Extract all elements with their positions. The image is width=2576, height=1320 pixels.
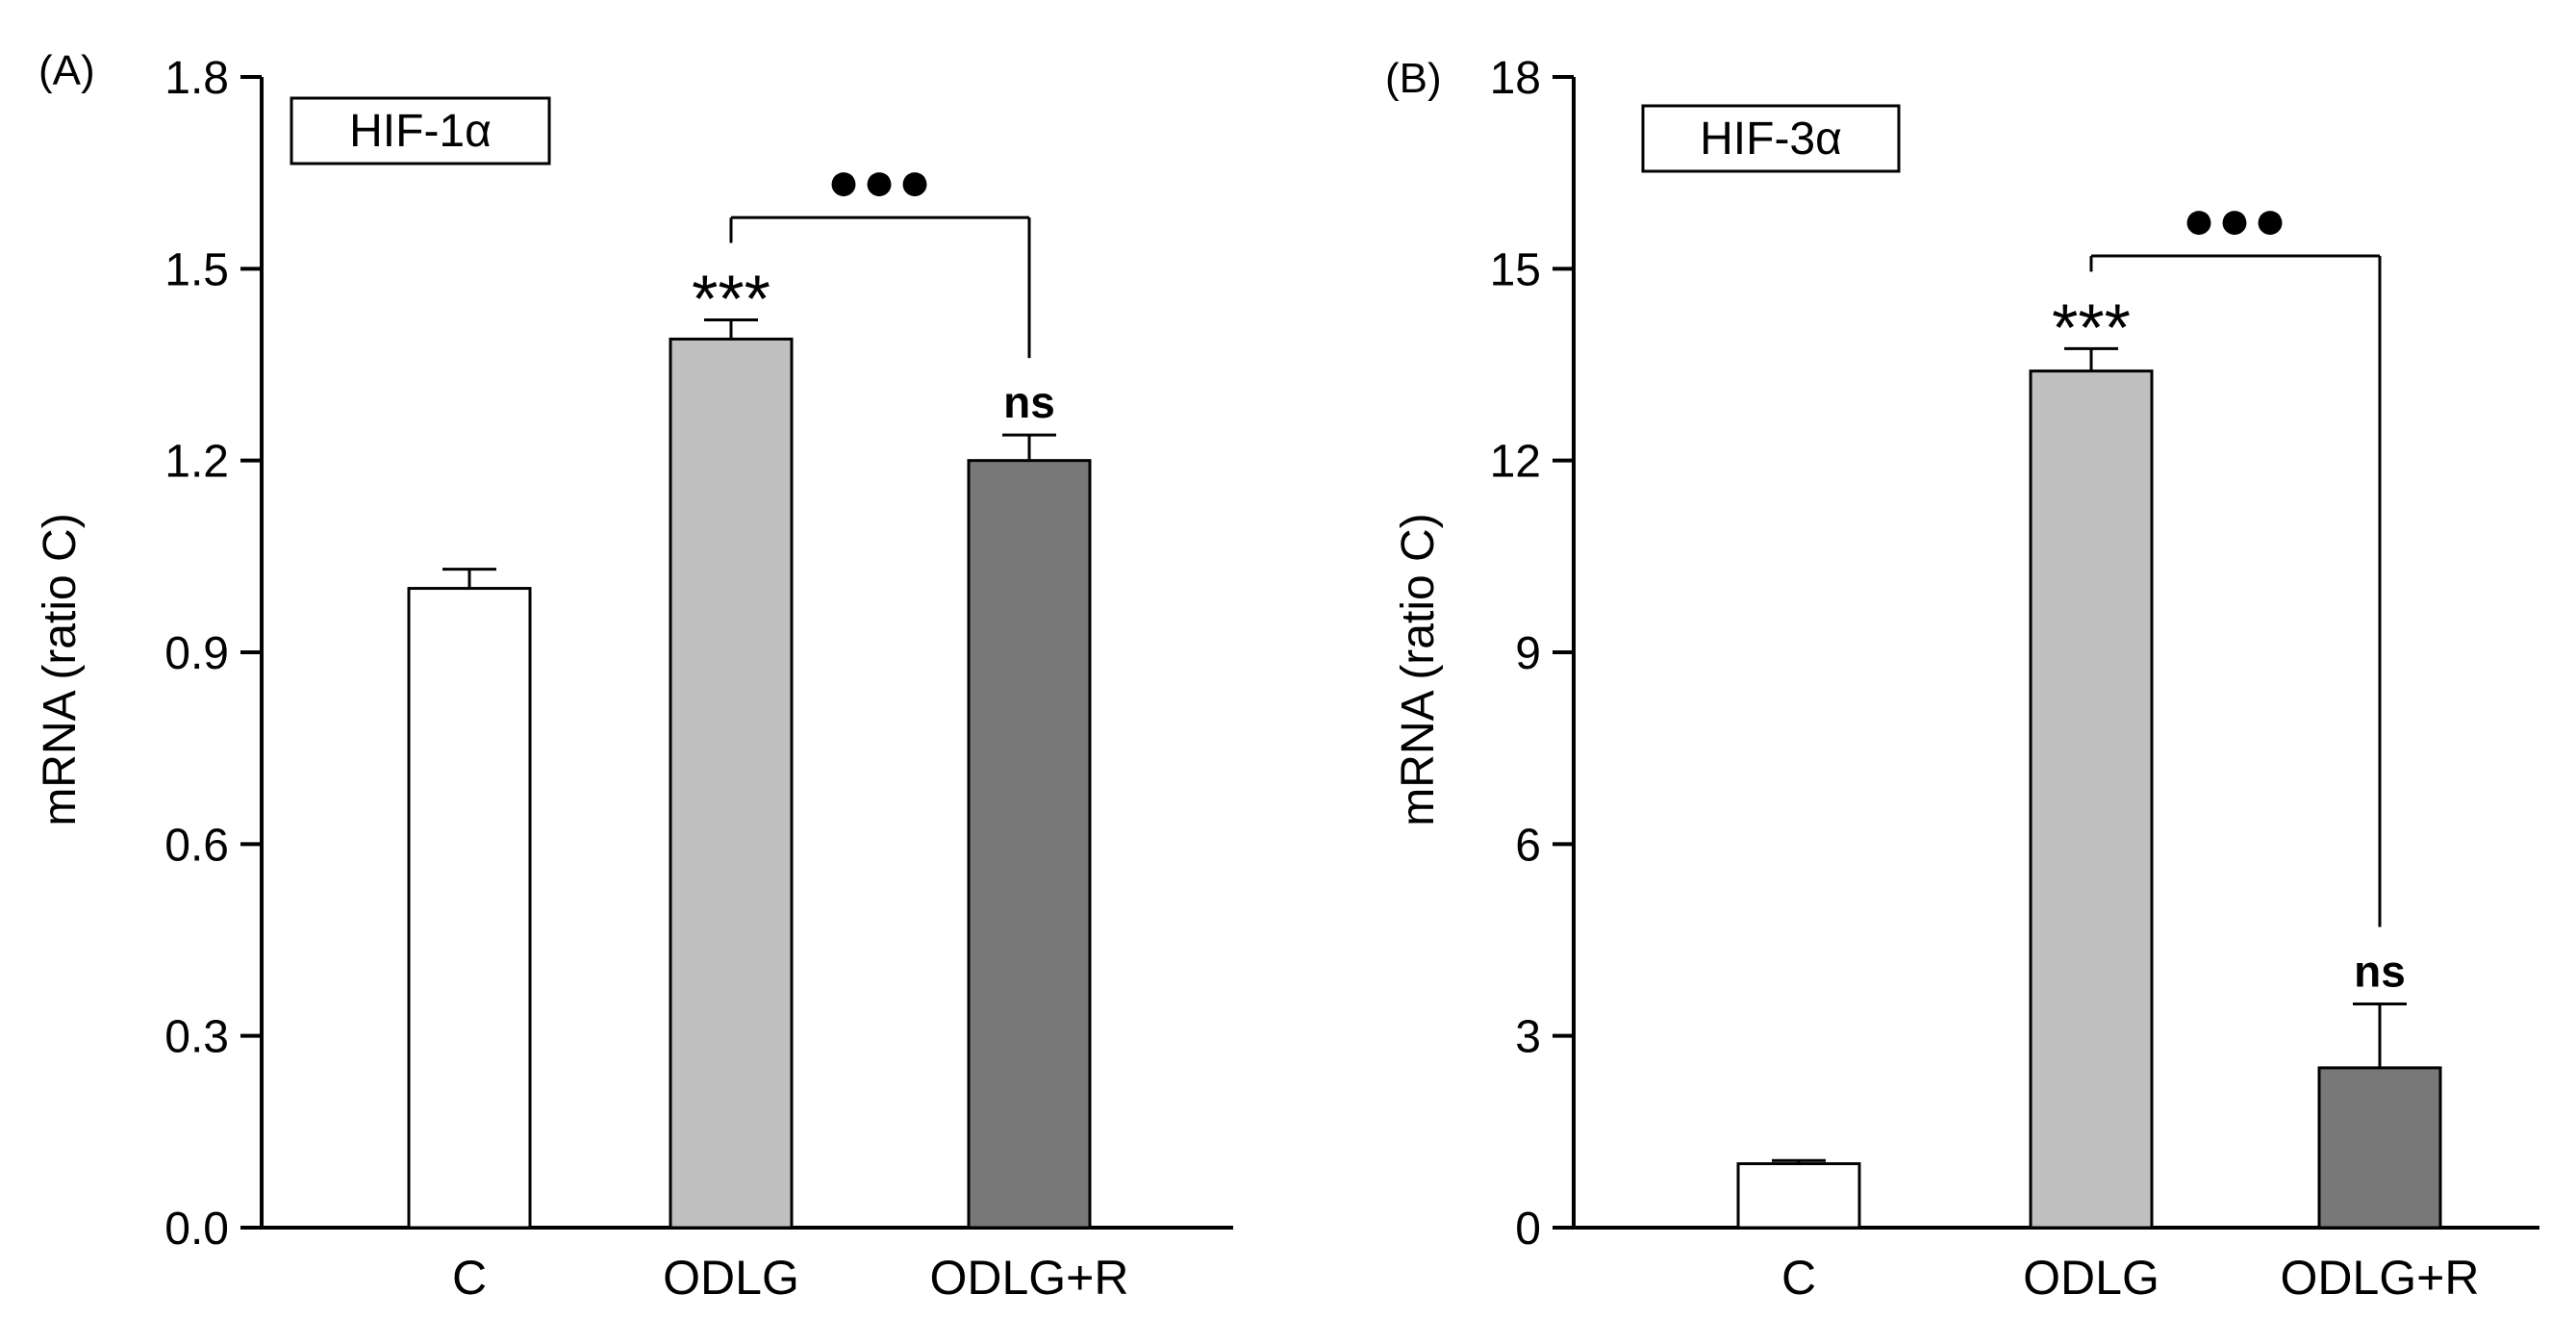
category-label: ODLG+R — [929, 1251, 1128, 1305]
bar-c — [407, 587, 532, 1230]
y-tick-label: 15 — [1490, 244, 1541, 295]
bar-odlg-r — [2317, 1066, 2442, 1230]
category-label: ODLG — [2023, 1251, 2159, 1305]
category-label: C — [1781, 1251, 1816, 1305]
y-tick-label: 0.0 — [164, 1204, 229, 1255]
category-label: ODLG — [663, 1251, 799, 1305]
y-tick-label: 18 — [1490, 53, 1541, 104]
panel-label: (A) — [38, 47, 95, 94]
y-tick-label: 9 — [1515, 628, 1541, 679]
panel-a: 0.0 0.3 0.6 0.9 1.2 1.5 1.8 mRNA (ratio C) (A) HI… — [35, 47, 1233, 1305]
y-tick-label: 0.9 — [164, 628, 229, 679]
significance-stars: *** — [692, 261, 770, 336]
y-tick-label: 1.5 — [164, 244, 229, 295]
y-tick-label: 1.2 — [164, 437, 229, 488]
y-axis-title: mRNA (ratio C) — [1393, 513, 1444, 825]
y-tick-label: 12 — [1490, 437, 1541, 488]
bracket-label: ●●● — [2182, 189, 2288, 251]
category-label: ODLG+R — [2280, 1251, 2479, 1305]
significance-stars: *** — [2052, 290, 2131, 365]
y-tick-label: 1.8 — [164, 53, 229, 104]
bar-c — [1736, 1162, 1861, 1230]
significance-ns: ns — [1003, 377, 1055, 427]
panel-b: 0 3 6 9 12 15 18 mRNA (ratio C) (B) HIF-3α C ODLG **… — [1385, 53, 2539, 1305]
y-tick-label: 0 — [1515, 1204, 1541, 1255]
gene-label-box — [290, 96, 551, 165]
gene-label: HIF-1α — [349, 106, 492, 157]
y-axis-title: mRNA (ratio C) — [35, 513, 86, 825]
bar-odlg-r — [967, 459, 1092, 1230]
y-tick-label: 6 — [1515, 820, 1541, 871]
bar-odlg — [2029, 369, 2154, 1230]
gene-label-box — [1641, 104, 1901, 173]
bar-odlg — [669, 337, 794, 1230]
significance-ns: ns — [2354, 946, 2406, 996]
y-tick-label: 0.6 — [164, 820, 229, 871]
y-tick-label: 3 — [1515, 1012, 1541, 1063]
category-label: C — [452, 1251, 487, 1305]
gene-label: HIF-3α — [1700, 114, 1842, 165]
y-tick-label: 0.3 — [164, 1012, 229, 1063]
panel-label: (B) — [1385, 55, 1442, 102]
bracket-label: ●●● — [826, 150, 933, 213]
